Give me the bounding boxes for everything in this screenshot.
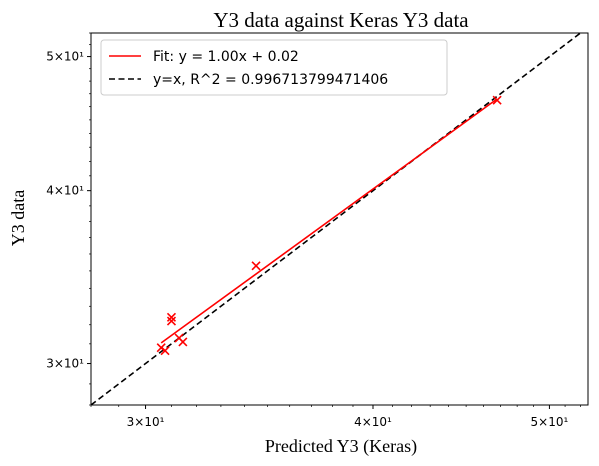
legend-label: y=x, R^2 = 0.996713799471406 <box>153 72 388 88</box>
data-point <box>166 312 177 322</box>
chart-title: Y3 data against Keras Y3 data <box>213 8 469 32</box>
fit-line <box>160 98 498 344</box>
legend-box <box>100 39 448 96</box>
data-point <box>178 337 188 347</box>
data-point <box>160 346 170 356</box>
x-tick-label: 5×10¹ <box>531 415 569 429</box>
legend: Fit: y = 1.00x + 0.02 y=x, R^2 = 0.996713… <box>100 39 448 96</box>
y-axis-label: Y3 data <box>8 190 28 246</box>
plot-area <box>91 33 582 405</box>
data-point <box>492 95 502 105</box>
y-tick-label: 3×10¹ <box>46 357 84 371</box>
x-tick-label: 4×10¹ <box>354 415 392 429</box>
data-point <box>251 261 261 271</box>
axis-ticks: 3×10¹ 4×10¹ 5×10¹ 3×10¹ 4×10¹ 5×10¹ <box>46 32 581 429</box>
x-tick-label: 3×10¹ <box>127 415 165 429</box>
y-tick-label: 4×10¹ <box>46 184 84 198</box>
x-axis-label: Predicted Y3 (Keras) <box>265 436 417 457</box>
y-tick-label: 5×10¹ <box>46 50 84 64</box>
plot-frame <box>90 32 589 406</box>
data-point <box>166 316 177 326</box>
legend-label: Fit: y = 1.00x + 0.02 <box>153 49 299 65</box>
